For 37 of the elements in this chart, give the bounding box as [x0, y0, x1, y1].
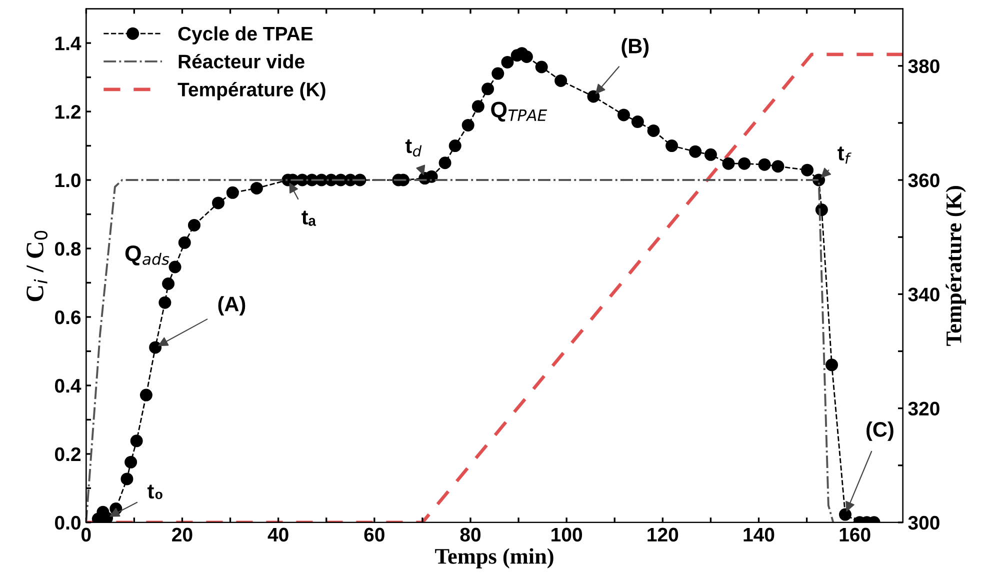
y2-tick-label: 320 [908, 402, 940, 416]
x-axis-title: Temps (min) [435, 548, 554, 568]
y-tick-label: 0.8 [55, 242, 81, 256]
y-axis-title: C$_{i}$ / C$_{0}$ [26, 230, 48, 302]
x-tick-label: 60 [364, 528, 384, 542]
y-tick-label: 0.4 [55, 378, 82, 393]
y-tick-label: 0.0 [55, 516, 80, 530]
y-tick-label: 1.2 [55, 105, 80, 119]
y2-tick-label: 340 [908, 288, 940, 302]
x-tick-label: 160 [840, 528, 870, 542]
annotation: (B) [622, 38, 649, 58]
annotation: Q$_{TPAE}$ [491, 102, 548, 122]
legend-label: Cycle de TPAE [178, 26, 313, 44]
x-tick-label: 140 [744, 528, 774, 542]
y-tick-label: 1.0 [55, 173, 80, 188]
x-tick-label: 100 [552, 528, 582, 542]
y-tick-label: 0.2 [55, 447, 80, 462]
y2-tick-label: 380 [908, 59, 940, 74]
y2-tick-label: 300 [908, 516, 940, 530]
annotation: t₀ [147, 484, 162, 500]
x-tick-label: 20 [172, 528, 192, 542]
y2-axis-title: Température (K) [946, 186, 966, 346]
y-tick-label: 1.4 [55, 36, 82, 50]
legend-label: Température (K) [178, 82, 326, 100]
x-tick-label: 120 [648, 528, 678, 542]
x-tick-label: 80 [460, 528, 480, 542]
y-tick-label: 0.6 [55, 310, 81, 324]
y2-tick-label: 360 [908, 173, 940, 188]
x-tick-label: 40 [268, 528, 288, 542]
annotation: Q$_{ads}$ [125, 246, 170, 266]
x-tick-label: 0 [81, 528, 91, 542]
annotation: (A) [218, 296, 246, 316]
annotation: t$_{f}$ [838, 146, 852, 164]
annotation: t$_{d}$ [405, 139, 422, 157]
annotation: (C) [866, 422, 894, 441]
annotation: tₐ [302, 210, 316, 226]
legend-label: Réacteur vide [178, 54, 304, 68]
